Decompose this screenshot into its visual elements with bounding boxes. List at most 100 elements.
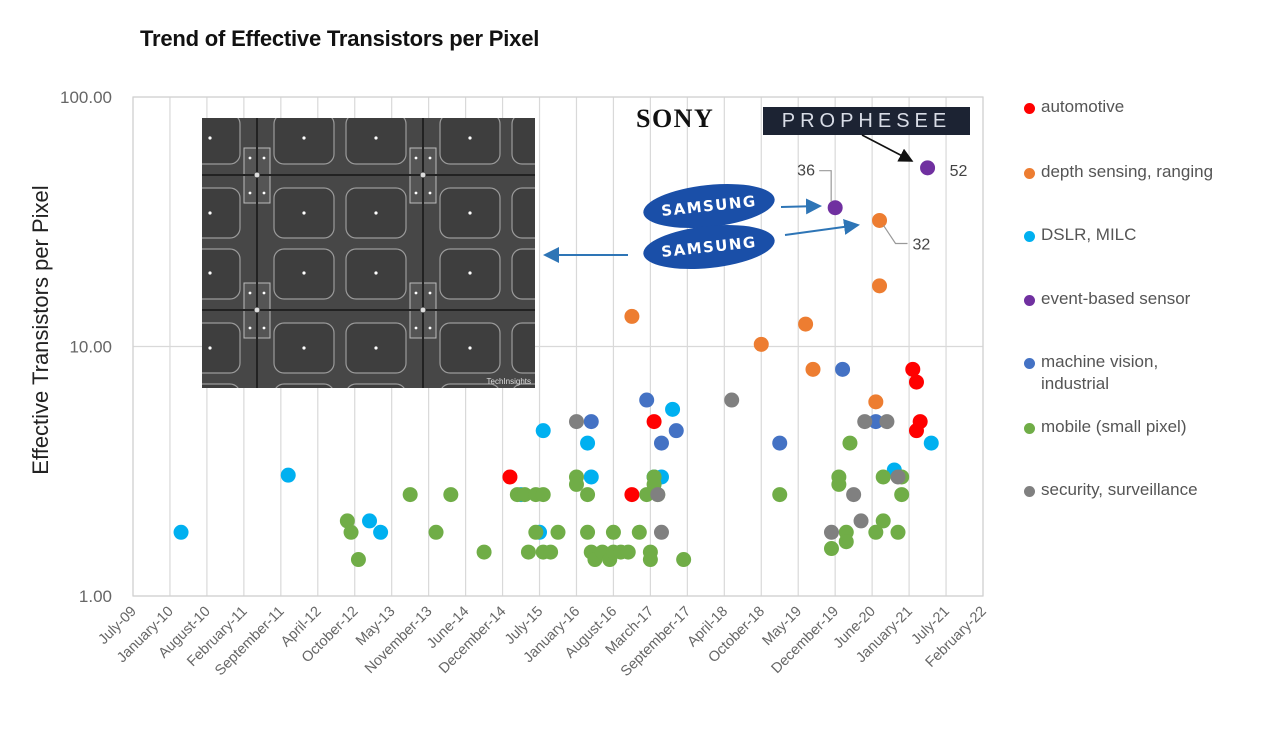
data-point — [653, 524, 669, 540]
data-point — [772, 435, 788, 451]
data-point — [835, 361, 851, 377]
data-point — [350, 552, 366, 568]
data-point — [772, 487, 788, 503]
data-point — [879, 414, 895, 430]
data-point — [543, 544, 559, 560]
y-axis-ticks: 1.00 10.00 100.00 — [60, 88, 112, 606]
legend-label: machine vision, industrial — [1041, 352, 1159, 393]
data-point — [362, 513, 378, 529]
annotation-label: 32 — [913, 236, 931, 253]
data-point — [920, 160, 936, 176]
data-point — [838, 534, 854, 550]
data-point — [875, 513, 891, 529]
data-point — [853, 513, 869, 529]
data-point — [823, 524, 839, 540]
data-point — [520, 544, 536, 560]
legend-marker-icon — [1024, 358, 1035, 369]
data-point — [875, 469, 891, 485]
data-point — [831, 476, 847, 492]
data-point — [923, 435, 939, 451]
chart-title: Trend of Effective Transistors per Pixel — [140, 26, 540, 51]
legend-marker-icon — [1024, 168, 1035, 179]
legend-label: automotive — [1041, 97, 1125, 116]
sensor-die-photo: TechInsights — [202, 118, 535, 388]
data-point — [535, 423, 551, 439]
y-tick-label: 1.00 — [79, 587, 112, 606]
data-point — [476, 544, 492, 560]
data-point — [373, 524, 389, 540]
series-machine-vision-industrial — [583, 361, 884, 451]
legend-marker-icon — [1024, 103, 1035, 114]
annotation-label: 52 — [950, 163, 968, 180]
data-points — [173, 160, 939, 568]
annotation-leader-line — [819, 170, 832, 202]
data-point — [428, 524, 444, 540]
prophesee-logo: PROPHESEE — [763, 107, 970, 135]
data-point — [868, 524, 884, 540]
data-point — [173, 524, 189, 540]
data-point — [528, 524, 544, 540]
plot-border — [132, 96, 984, 597]
annotation-label: 36 — [797, 163, 815, 180]
data-point — [580, 435, 596, 451]
series-automotive — [502, 361, 928, 503]
data-point — [753, 336, 769, 352]
legend-label: depth sensing, ranging — [1041, 162, 1214, 181]
data-point — [872, 212, 888, 228]
data-point — [668, 423, 684, 439]
data-point — [868, 414, 884, 430]
data-point — [550, 524, 566, 540]
die-pattern-graphic — [202, 118, 535, 388]
data-point — [868, 394, 884, 410]
data-point — [642, 552, 658, 568]
data-point — [583, 469, 599, 485]
y-axis-label: Effective Transistors per Pixel — [28, 185, 53, 474]
data-point — [805, 361, 821, 377]
legend-label: DSLR, MILC — [1041, 225, 1137, 244]
data-point — [502, 469, 518, 485]
data-point — [568, 414, 584, 430]
data-point — [846, 487, 862, 503]
data-point — [908, 423, 924, 439]
data-point — [724, 392, 740, 408]
series-depth-sensing-ranging — [624, 212, 888, 410]
data-point — [639, 392, 655, 408]
y-tick-label: 100.00 — [60, 88, 112, 107]
data-point — [676, 552, 692, 568]
data-point — [890, 469, 906, 485]
data-point — [605, 524, 621, 540]
inset-caption: TechInsights — [486, 377, 531, 386]
series-dslr-milc — [173, 401, 939, 540]
data-point — [890, 524, 906, 540]
legend-label: security, surveillance — [1041, 480, 1198, 499]
data-point — [653, 435, 669, 451]
data-point — [624, 487, 640, 503]
data-point — [798, 316, 814, 332]
data-point — [905, 361, 921, 377]
data-point — [620, 544, 636, 560]
x-axis-ticks: July-09January-10August-10February-11Sep… — [95, 604, 989, 680]
series-event-based-sensor — [827, 160, 936, 216]
legend-label: event-based sensor — [1041, 289, 1191, 308]
data-point — [402, 487, 418, 503]
data-point — [583, 414, 599, 430]
series-mobile-small-pixel — [339, 435, 910, 568]
data-point — [842, 435, 858, 451]
legend-marker-icon — [1024, 423, 1035, 434]
data-point — [631, 524, 647, 540]
data-point — [517, 487, 533, 503]
data-point — [650, 487, 666, 503]
y-tick-label: 10.00 — [69, 338, 112, 357]
data-point — [908, 374, 924, 390]
series-security-surveillance — [568, 392, 906, 540]
data-point — [857, 414, 873, 430]
data-point — [443, 487, 459, 503]
data-point — [339, 513, 355, 529]
legend-marker-icon — [1024, 231, 1035, 242]
sony-logo: SONY — [636, 104, 715, 133]
data-point — [665, 401, 681, 417]
data-point — [894, 487, 910, 503]
legend-marker-icon — [1024, 295, 1035, 306]
data-point — [343, 524, 359, 540]
annotations: 36 52 32 — [797, 163, 967, 254]
